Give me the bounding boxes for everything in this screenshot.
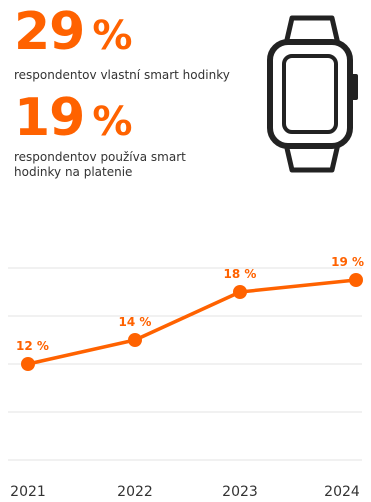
stat-owns-value: 29%	[14, 6, 230, 58]
data-label-2021: 12 %	[16, 339, 49, 353]
series-line	[26, 278, 358, 366]
x-tick-2024: 2024	[324, 484, 360, 500]
data-point-2022	[128, 333, 142, 347]
data-point-2024	[349, 273, 363, 287]
stat-owns-smartwatch: 29% respondentov vlastní smart hodinky	[14, 6, 230, 83]
stat-pays-unit: %	[92, 99, 133, 145]
stat-owns-unit: %	[92, 13, 133, 59]
stat-owns-number: 29	[14, 2, 85, 62]
data-point-2023	[233, 285, 247, 299]
data-label-2024: 19 %	[331, 255, 364, 269]
x-tick-2022: 2022	[117, 484, 153, 500]
data-point-2021	[21, 357, 35, 371]
data-label-2023: 18 %	[224, 267, 257, 281]
smartwatch-icon	[267, 15, 358, 173]
stat-pays-value: 19%	[14, 92, 214, 144]
x-tick-2021: 2021	[10, 484, 46, 500]
data-label-2022: 14 %	[119, 315, 152, 329]
chart-data-labels: 12 % 14 % 18 % 19 %	[16, 255, 364, 353]
stat-pays-with-smartwatch: 19% respondentov používa smart hodinky n…	[14, 92, 214, 180]
stat-pays-label: respondentov používa smart hodinky na pl…	[14, 150, 186, 179]
stat-owns-label: respondentov vlastní smart hodinky	[14, 68, 230, 82]
chart-grid	[8, 267, 362, 461]
chart-points	[21, 273, 363, 371]
x-tick-2023: 2023	[222, 484, 258, 500]
stat-pays-number: 19	[14, 88, 85, 148]
line-chart: 12 % 14 % 18 % 19 %	[8, 255, 364, 461]
